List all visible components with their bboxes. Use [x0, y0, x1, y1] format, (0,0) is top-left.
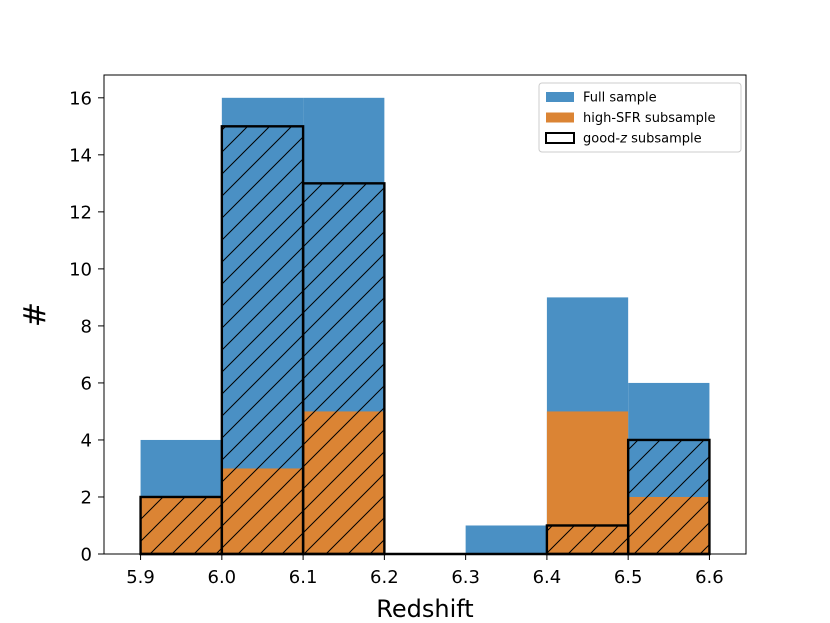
good-z-bar: [139, 495, 224, 556]
legend-label: Full sample: [583, 91, 657, 106]
x-tick-label: 6.5: [614, 567, 643, 588]
x-tick-label: 6.1: [289, 567, 318, 588]
x-tick-label: 6.4: [533, 567, 562, 588]
good-z-bars: [139, 125, 711, 556]
x-tick-label: 5.9: [126, 567, 155, 588]
good-z-bar: [301, 182, 386, 556]
x-axis-label: Redshift: [376, 595, 473, 623]
full-sample-bar: [465, 525, 547, 554]
y-axis-label: #: [18, 302, 53, 327]
good-z-bar: [220, 125, 305, 556]
legend-swatch: [546, 112, 574, 123]
good-z-bar: [545, 524, 630, 556]
y-tick-label: 2: [81, 487, 92, 508]
y-tick-label: 14: [69, 145, 92, 166]
y-tick-label: 4: [81, 430, 92, 451]
x-tick-label: 6.2: [370, 567, 399, 588]
x-tick-label: 6.6: [695, 567, 724, 588]
legend-box: [538, 82, 742, 153]
legend-swatch: [545, 132, 575, 144]
y-tick-label: 6: [81, 373, 92, 394]
good-z-bar: [626, 438, 711, 556]
x-tick-label: 6.3: [451, 567, 480, 588]
y-tick-label: 10: [69, 259, 92, 280]
y-tick-label: 12: [69, 202, 92, 223]
legend: Full sample high-SFR subsample good-z subs…: [538, 82, 742, 153]
legend-label: high-SFR subsample: [583, 111, 715, 126]
x-tick-label: 6.0: [208, 567, 237, 588]
y-tick-label: 8: [81, 316, 92, 337]
legend-label: good-z subsample: [583, 132, 702, 147]
plot-frame: [103, 74, 747, 555]
legend-swatch: [546, 92, 574, 102]
y-tick-label: 16: [69, 88, 92, 109]
y-axis-ticks: 0 2 4 6 8 10 12 14 16: [69, 88, 104, 566]
y-tick-label: 0: [81, 545, 92, 566]
x-axis-ticks: 5.9 6.0 6.1 6.2 6.3 6.4 6.5 6.6: [126, 554, 724, 588]
